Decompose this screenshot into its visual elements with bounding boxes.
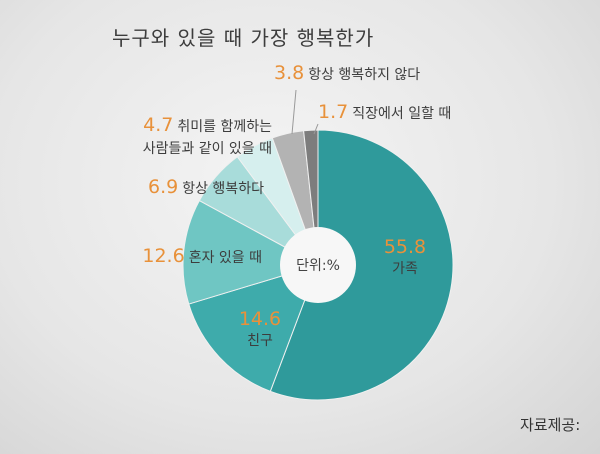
value-label: 12.6 [142, 245, 185, 267]
slice [269, 129, 454, 401]
center-label: 단위:% [296, 258, 340, 274]
slice-label: 55.8 가족 [360, 236, 450, 280]
slice-label: 3.8 항상 행복하지 않다 [274, 62, 420, 86]
slice [182, 199, 320, 305]
category-label: 가족 [392, 261, 418, 277]
category-label: 항상 행복하다 [182, 181, 264, 197]
slice-label: 4.7 취미를 함께하는 사람들과 같이 있을 때 [143, 114, 272, 160]
category-label: 직장에서 일할 때 [352, 106, 452, 122]
slice-label: 6.9 항상 행복하다 [148, 176, 264, 200]
slice-label: 12.6 혼자 있을 때 [142, 245, 262, 269]
category-label: 항상 행복하지 않다 [308, 67, 421, 83]
slice [188, 264, 319, 392]
value-label: 3.8 [274, 62, 305, 84]
leader-line [291, 89, 297, 135]
value-label: 55.8 [383, 236, 427, 258]
source: 자료제공: [520, 416, 581, 434]
slice-label: 14.6 친구 [215, 308, 305, 352]
value-label: 14.6 [238, 308, 282, 330]
leader-line [313, 123, 319, 135]
chart-title: 누구와 있을 때 가장 행복한가 [112, 26, 375, 50]
value-label: 1.7 [318, 101, 349, 123]
value-label: 4.7 [143, 114, 174, 136]
category-label: 혼자 있을 때 [188, 250, 262, 266]
category-label: 친구 [247, 333, 273, 349]
slice-label: 1.7 직장에서 일할 때 [318, 101, 451, 125]
value-label: 6.9 [148, 176, 179, 198]
center-hole [280, 227, 356, 303]
slices [182, 129, 454, 401]
category-label: 취미를 함께하는 사람들과 같이 있을 때 [142, 119, 272, 157]
